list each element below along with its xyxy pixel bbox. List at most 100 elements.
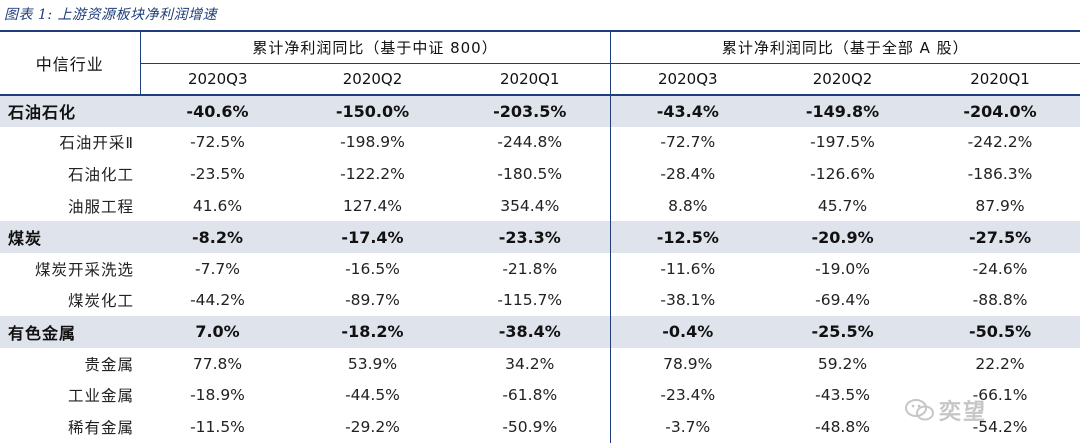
value-cell: 41.6% <box>192 196 243 215</box>
value-cell: -89.7% <box>345 291 400 310</box>
value-cell: -186.3% <box>967 164 1033 183</box>
value-cell: 8.8% <box>668 196 708 215</box>
value-cell: -66.1% <box>972 386 1028 405</box>
value-cell: 22.2% <box>975 354 1025 373</box>
value-cell: -24.6% <box>972 259 1028 278</box>
value-cell: -11.6% <box>660 259 716 278</box>
value-cell: -69.4% <box>815 291 870 310</box>
industry-name-cell: 石油化工 <box>67 165 134 184</box>
value-cell: -203.5% <box>450 95 611 127</box>
value-cell: -23.4% <box>660 386 716 405</box>
value-cell: -204.0% <box>963 101 1037 121</box>
industry-name-cell: 煤炭化工 <box>67 292 134 311</box>
industry-row: 有色金属 7.0% -18.2% -38.4% -0.4% -25.5% -50.5% <box>0 316 1080 348</box>
value-cell: -72.5% <box>190 133 245 152</box>
profit-growth-table: 中信行业 累计净利润同比（基于中证 800） 累计净利润同比（基于全部 A 股）… <box>0 32 1080 443</box>
value-cell: -18.9% <box>190 386 245 405</box>
value-cell: -48.8% <box>815 417 870 436</box>
value-cell: -38.4% <box>450 316 611 348</box>
sub-industry-row: 煤炭开采洗选 -7.7% -16.5% -21.8% -11.6% -19.0% -24.6… <box>0 252 1080 285</box>
value-cell: -18.2% <box>341 322 404 342</box>
watermark-text: 奕望 <box>939 400 988 425</box>
value-cell: -44.2% <box>190 291 245 310</box>
value-cell: 45.7% <box>817 196 868 215</box>
value-cell: 127.4% <box>342 196 403 215</box>
value-cell: -43.4% <box>656 101 719 121</box>
industry-name-cell: 贵金属 <box>84 355 134 374</box>
industry-name-cell: 石油开采Ⅱ <box>59 134 134 153</box>
period-header: 2020Q2 <box>765 63 921 95</box>
industry-name-cell: 煤炭开采洗选 <box>34 260 134 279</box>
value-cell: -40.6% <box>186 101 249 121</box>
sub-industry-row: 石油开采Ⅱ -72.5% -198.9% -244.8% -72.7% -197.5% -2… <box>0 126 1080 159</box>
value-cell: -23.5% <box>190 164 245 183</box>
value-cell: -11.5% <box>190 417 245 436</box>
value-cell: -72.7% <box>660 133 716 152</box>
industry-name-cell: 油服工程 <box>67 197 134 216</box>
sub-industry-row: 煤炭化工 -44.2% -89.7% -115.7% -38.1% -69.4% -88.8… <box>0 284 1080 317</box>
sub-industry-row: 贵金属 77.8% 53.9% 34.2% 78.9% 59.2% 22.2% <box>0 347 1080 380</box>
value-cell: 77.8% <box>192 354 243 373</box>
value-cell: -126.6% <box>810 164 875 183</box>
value-cell: -122.2% <box>340 164 405 183</box>
value-cell: -8.2% <box>191 227 243 247</box>
value-cell: -180.5% <box>450 158 611 190</box>
period-header: 2020Q1 <box>450 63 611 95</box>
industry-name-cell: 有色金属 <box>8 323 77 343</box>
value-cell: 87.9% <box>975 196 1025 215</box>
value-cell: -43.5% <box>815 386 870 405</box>
period-header: 2020Q1 <box>920 63 1080 95</box>
value-cell: -25.5% <box>811 322 874 342</box>
table-caption: 图表 1: 上游资源板块净利润增速 <box>4 7 218 23</box>
value-cell: -50.5% <box>968 322 1032 342</box>
value-cell: 7.0% <box>195 322 240 342</box>
value-cell: -0.4% <box>662 322 714 342</box>
value-cell: 53.9% <box>347 354 398 373</box>
value-cell: -21.8% <box>450 252 611 285</box>
value-cell: -12.5% <box>656 227 719 247</box>
value-cell: -61.8% <box>450 379 611 411</box>
value-cell: 354.4% <box>450 189 611 222</box>
value-cell: -115.7% <box>450 284 611 317</box>
wechat-icon <box>905 399 934 421</box>
table-body: 石油石化 -40.6% -150.0% -203.5% -43.4% -149.8% -20… <box>0 95 1080 443</box>
value-cell: -27.5% <box>968 227 1032 247</box>
value-cell: -23.3% <box>450 221 611 253</box>
value-cell: -149.8% <box>805 101 880 121</box>
sub-industry-row: 工业金属 -18.9% -44.5% -61.8% -23.4% -43.5% -66.1% <box>0 379 1080 411</box>
value-cell: -244.8% <box>450 126 611 159</box>
value-cell: -17.4% <box>341 227 404 247</box>
value-cell: -198.9% <box>340 133 405 152</box>
industry-name-cell: 石油石化 <box>8 103 77 123</box>
value-cell: 78.9% <box>663 354 713 373</box>
sub-industry-row: 油服工程 41.6% 127.4% 354.4% 8.8% 45.7% 87.9% <box>0 189 1080 222</box>
all-a-share-group-header: 累计净利润同比（基于全部 A 股） <box>721 39 969 57</box>
top-rule <box>0 30 1080 32</box>
value-cell: -50.9% <box>450 410 611 443</box>
value-cell: -197.5% <box>810 133 875 152</box>
value-cell: -150.0% <box>335 101 410 121</box>
industry-name-cell: 稀有金属 <box>67 418 134 437</box>
value-cell: -20.9% <box>811 227 874 247</box>
period-header: 2020Q3 <box>610 63 766 95</box>
value-cell: -29.2% <box>345 417 400 436</box>
value-cell: -19.0% <box>815 259 870 278</box>
value-cell: -44.5% <box>345 386 400 405</box>
value-cell: -7.7% <box>195 259 240 278</box>
period-header: 2020Q3 <box>140 63 295 95</box>
industry-name-cell: 工业金属 <box>67 387 134 406</box>
value-cell: -242.2% <box>967 133 1033 152</box>
industry-row: 煤炭 -8.2% -17.4% -23.3% -12.5% -20.9% -27.5% <box>0 221 1080 253</box>
value-cell: 34.2% <box>450 347 611 380</box>
period-header: 2020Q2 <box>295 63 450 95</box>
value-cell: 59.2% <box>817 354 868 373</box>
value-cell: -3.7% <box>665 417 711 436</box>
sub-industry-row: 石油化工 -23.5% -122.2% -180.5% -28.4% -126.6% -18… <box>0 158 1080 190</box>
value-cell: -28.4% <box>660 164 716 183</box>
value-cell: -38.1% <box>660 291 716 310</box>
value-cell: -16.5% <box>345 259 400 278</box>
industry-column-header: 中信行业 <box>0 32 141 95</box>
industry-row: 石油石化 -40.6% -150.0% -203.5% -43.4% -149.8% -20… <box>0 95 1080 127</box>
value-cell: -88.8% <box>972 291 1028 310</box>
csi800-group-header: 累计净利润同比（基于中证 800） <box>140 32 611 64</box>
